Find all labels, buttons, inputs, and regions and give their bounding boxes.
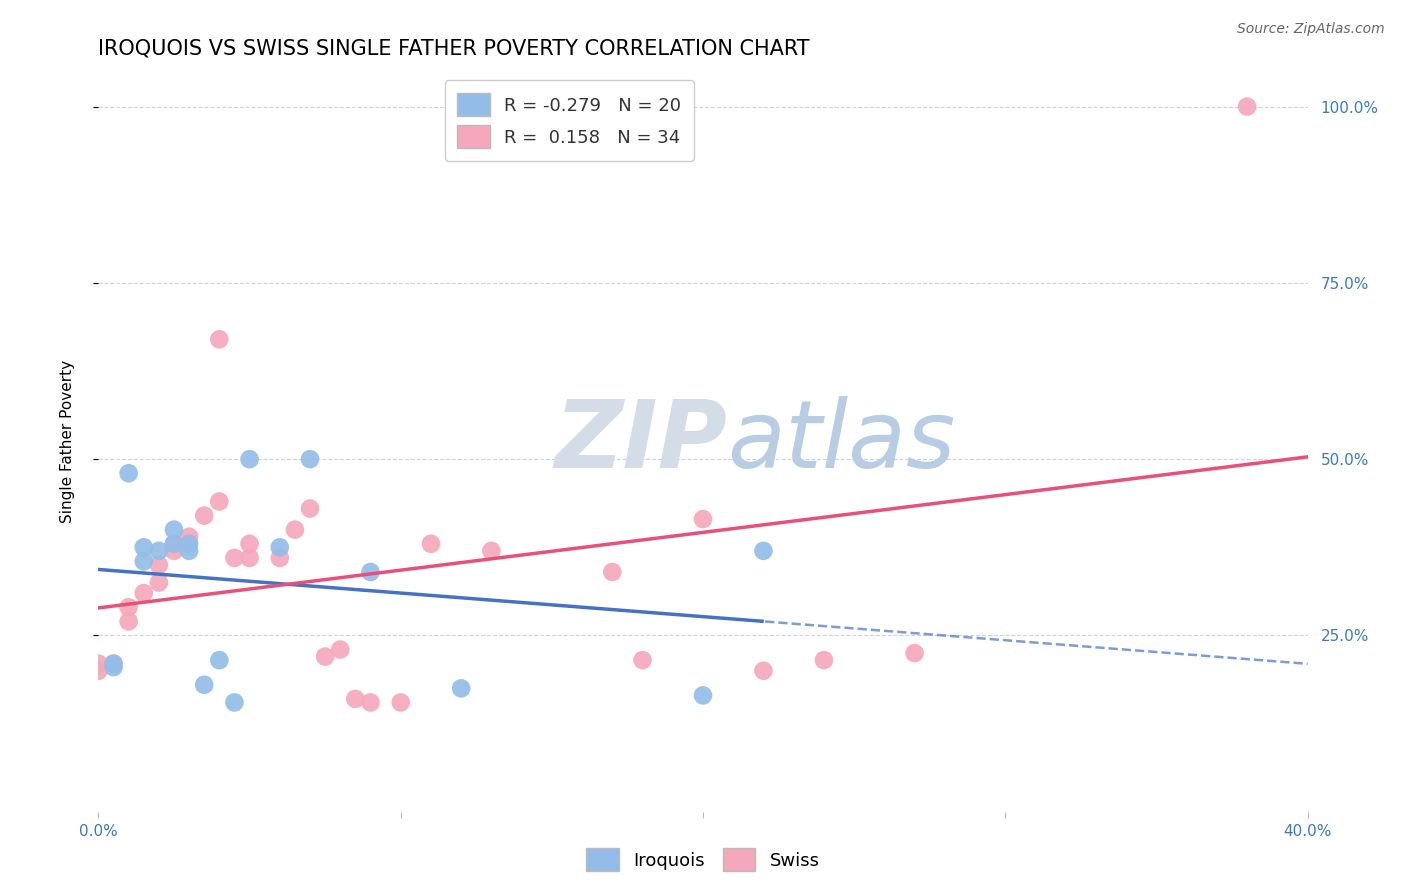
Point <box>87 664 110 678</box>
Y-axis label: Single Father Poverty: Single Father Poverty <box>60 360 75 523</box>
Point <box>450 681 472 696</box>
Point <box>118 615 141 629</box>
Point <box>239 452 262 467</box>
Point <box>692 512 714 526</box>
Point <box>193 508 215 523</box>
Point <box>1236 100 1258 114</box>
Point <box>132 554 155 568</box>
Point <box>360 565 382 579</box>
Point <box>148 544 170 558</box>
Point <box>179 530 201 544</box>
Point <box>103 657 125 671</box>
Legend: Iroquois, Swiss: Iroquois, Swiss <box>579 841 827 879</box>
Point <box>208 494 231 508</box>
Point <box>631 653 654 667</box>
Point <box>239 550 262 565</box>
Point <box>132 586 155 600</box>
Point <box>752 544 775 558</box>
Text: Source: ZipAtlas.com: Source: ZipAtlas.com <box>1237 22 1385 37</box>
Point <box>224 695 246 709</box>
Legend: R = -0.279   N = 20, R =  0.158   N = 34: R = -0.279 N = 20, R = 0.158 N = 34 <box>444 80 695 161</box>
Point <box>103 660 125 674</box>
Point <box>163 537 186 551</box>
Point <box>692 689 714 703</box>
Point <box>179 544 201 558</box>
Point <box>208 653 231 667</box>
Point <box>904 646 927 660</box>
Point <box>481 544 503 558</box>
Point <box>163 544 186 558</box>
Point <box>179 537 201 551</box>
Point <box>87 657 110 671</box>
Point <box>148 558 170 572</box>
Point <box>224 550 246 565</box>
Point <box>269 550 291 565</box>
Point <box>103 657 125 671</box>
Point <box>163 523 186 537</box>
Point <box>314 649 336 664</box>
Point <box>132 541 155 555</box>
Point <box>163 537 186 551</box>
Point <box>269 541 291 555</box>
Point <box>148 575 170 590</box>
Point <box>239 537 262 551</box>
Point <box>602 565 624 579</box>
Point <box>193 678 215 692</box>
Point <box>389 695 412 709</box>
Point <box>344 692 367 706</box>
Text: atlas: atlas <box>727 396 956 487</box>
Point <box>360 695 382 709</box>
Point <box>284 523 307 537</box>
Point <box>329 642 352 657</box>
Point <box>118 600 141 615</box>
Point <box>813 653 835 667</box>
Point <box>752 664 775 678</box>
Point <box>299 501 322 516</box>
Point <box>299 452 322 467</box>
Point <box>208 332 231 346</box>
Point <box>420 537 443 551</box>
Text: IROQUOIS VS SWISS SINGLE FATHER POVERTY CORRELATION CHART: IROQUOIS VS SWISS SINGLE FATHER POVERTY … <box>98 38 810 59</box>
Point <box>118 467 141 481</box>
Text: ZIP: ZIP <box>554 395 727 488</box>
